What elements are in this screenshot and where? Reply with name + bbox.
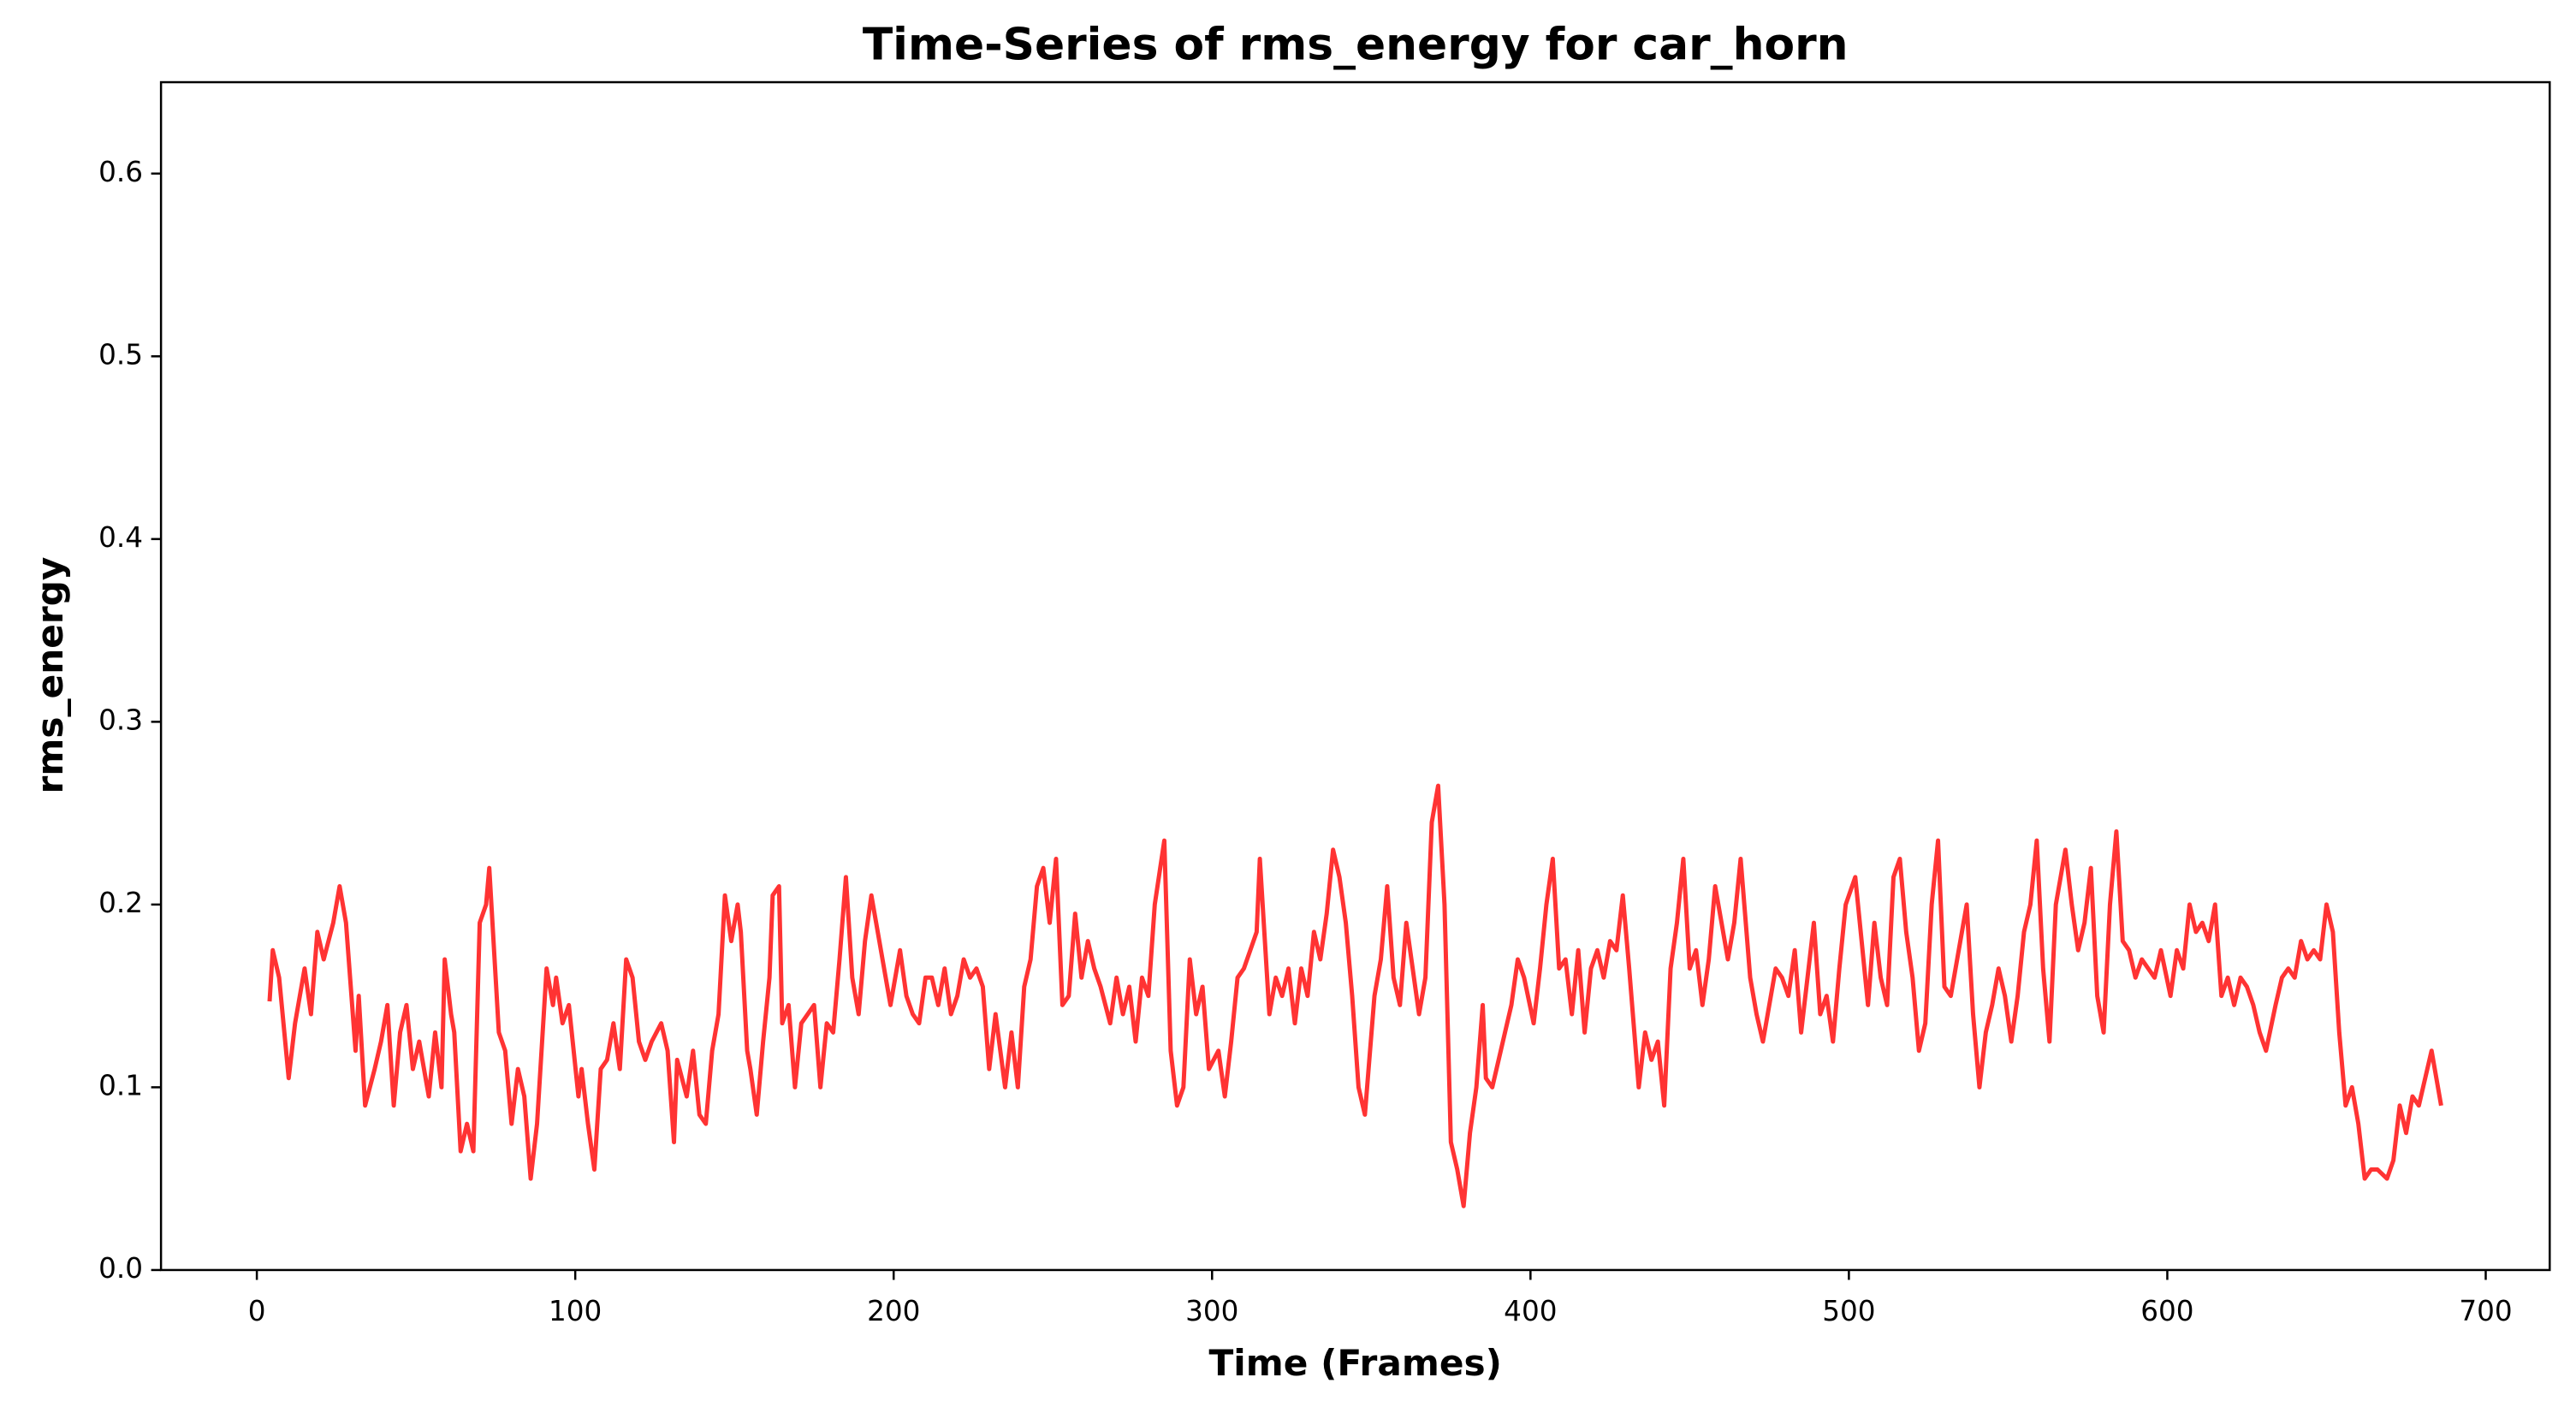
x-tick-label: 200 — [867, 1295, 920, 1327]
y-tick-label: 0.6 — [98, 156, 143, 188]
x-tick-label: 700 — [2459, 1295, 2512, 1327]
y-tick-label: 0.1 — [98, 1069, 143, 1101]
x-tick-label: 400 — [1504, 1295, 1557, 1327]
x-tick-label: 0 — [248, 1295, 266, 1327]
x-tick-label: 300 — [1185, 1295, 1238, 1327]
y-axis-label: rms_energy — [29, 557, 71, 794]
x-tick-label: 100 — [549, 1295, 602, 1327]
x-tick-label: 600 — [2140, 1295, 2193, 1327]
chart-title: Time-Series of rms_energy for car_horn — [863, 20, 1849, 71]
y-tick-label: 0.2 — [98, 887, 143, 919]
y-tick-label: 0.3 — [98, 704, 143, 736]
plot-frame — [159, 80, 2551, 1272]
x-tick-label: 500 — [1822, 1295, 1875, 1327]
y-tick-label: 0.0 — [98, 1252, 143, 1285]
y-tick-label: 0.5 — [98, 338, 143, 371]
x-axis-label: Time (Frames) — [1209, 1342, 1502, 1384]
y-tick-label: 0.4 — [98, 521, 143, 554]
data-line — [267, 783, 2443, 1208]
